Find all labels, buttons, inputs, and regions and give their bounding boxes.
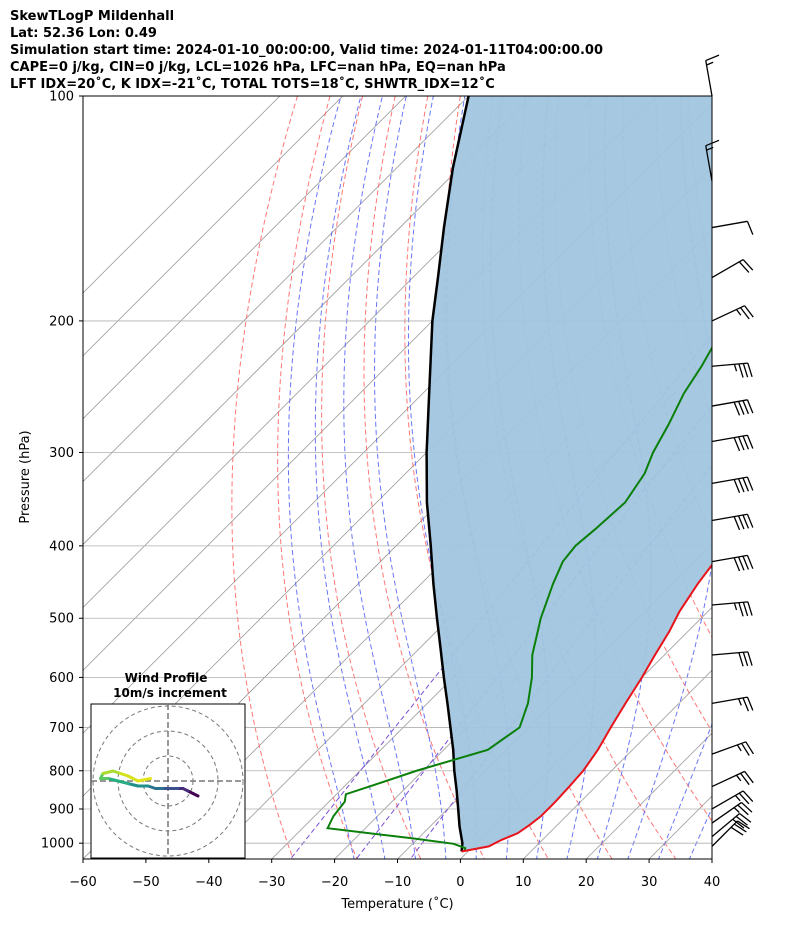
y-tick-label: 500 [49, 612, 74, 627]
hodograph-subtitle: 10m/s increment [113, 686, 227, 700]
wind-barb [711, 801, 753, 824]
title-stability-indices: LFT IDX=20˚C, K IDX=-21˚C, TOTAL TOTS=18… [10, 77, 495, 92]
hodograph-trace-segment [126, 774, 140, 783]
y-tick-label: 600 [49, 671, 74, 686]
x-tick-label: −60 [69, 875, 96, 890]
parcel-profile-line [425, 96, 470, 852]
wind-barb [711, 259, 754, 279]
isotherm-line [711, 858, 712, 859]
y-tick-label: 100 [49, 90, 74, 105]
y-tick-label: 300 [49, 446, 74, 461]
moist-adiabat-line [314, 96, 386, 859]
wind-barb [711, 601, 753, 617]
mixing-ratio-line [290, 334, 712, 859]
dry-adiabat-line [321, 96, 422, 859]
wind-barb [711, 220, 754, 235]
y-tick-label: 700 [49, 721, 74, 736]
dry-adiabat-line [363, 96, 485, 859]
wind-barb [711, 305, 754, 322]
isotherm-line [83, 96, 281, 294]
wind-barb [711, 362, 753, 378]
wind-barb [711, 790, 754, 810]
temperature-profile-line [461, 563, 712, 853]
wind-barb [711, 476, 754, 494]
x-tick-label: 30 [641, 875, 658, 890]
isotherm-line [83, 96, 406, 420]
y-tick-label: 200 [49, 314, 74, 329]
dry-adiabat-line [786, 96, 794, 859]
y-tick-label: 1000 [41, 837, 74, 852]
x-tick-label: −30 [258, 875, 285, 890]
wind-barb [711, 399, 754, 416]
wind-barb [711, 770, 754, 788]
title-station: SkewTLogP Mildenhall [10, 9, 175, 24]
moist-adiabat-line [627, 96, 712, 859]
wind-barbs [705, 54, 754, 847]
title-times: Simulation start time: 2024-01-10_00:00:… [10, 43, 603, 58]
y-tick-label: 400 [49, 539, 74, 554]
title-cape-indices: CAPE=0 j/kg, CIN=0 j/kg, LCL=1026 hPa, L… [10, 60, 506, 75]
wind-barb [705, 139, 720, 182]
wind-barb [711, 513, 754, 531]
hodograph-inset: Wind Profile 10m/s increment [90, 671, 246, 859]
dry-adiabat-line [231, 96, 298, 859]
x-axis-label: Temperature (˚C) [340, 896, 453, 912]
wind-barb [711, 820, 750, 847]
isotherm-line [83, 96, 532, 546]
x-tick-label: 10 [515, 875, 532, 890]
isotherm-line [83, 96, 344, 357]
y-tick-label: 800 [49, 764, 74, 779]
wind-barb [711, 554, 754, 572]
x-tick-label: −40 [195, 875, 222, 890]
dry-adiabat-line [754, 96, 794, 859]
x-tick-label: −20 [321, 875, 348, 890]
x-tick-label: −10 [384, 875, 411, 890]
axes: −60 −50 −40 −30 −20 −10 0 10 20 30 40 100 200 300 400 5… [41, 90, 720, 891]
hodograph-title: Wind Profile [125, 671, 208, 685]
chart-header: SkewTLogP Mildenhall Lat: 52.36 Lon: 0.4… [10, 8, 603, 93]
dry-adiabat-line [721, 96, 794, 859]
skewt-profiles [326, 96, 712, 853]
x-tick-label: −50 [132, 875, 159, 890]
x-tick-label: 0 [456, 875, 464, 890]
wind-barb [705, 54, 720, 97]
wind-barb [711, 434, 754, 452]
dry-adiabat-line [404, 96, 549, 859]
wind-barb [711, 812, 752, 838]
y-tick-label: 900 [49, 802, 74, 817]
cin-shaded-area [426, 96, 712, 852]
moist-adiabat-line [287, 96, 355, 859]
wind-barb [711, 741, 754, 756]
isotherm-line [83, 96, 469, 483]
x-tick-label: 40 [704, 875, 721, 890]
hodograph-trace-segment [106, 777, 120, 783]
moist-adiabat-line [658, 722, 712, 859]
hodograph-trace-segment [116, 779, 130, 785]
hodograph-trace-segment [101, 769, 115, 775]
x-tick-label: 20 [578, 875, 595, 890]
dry-adiabat-line [277, 96, 358, 859]
wind-barb [711, 651, 753, 667]
title-location: Lat: 52.36 Lon: 0.49 [10, 26, 157, 41]
y-axis-label: Pressure (hPa) [18, 430, 33, 523]
isotherm-line [523, 669, 712, 859]
hodograph-trace-segment [126, 782, 140, 788]
dewpoint-profile-line [326, 345, 712, 852]
wind-barb [711, 696, 754, 712]
hodograph-trace-segment [136, 777, 152, 783]
